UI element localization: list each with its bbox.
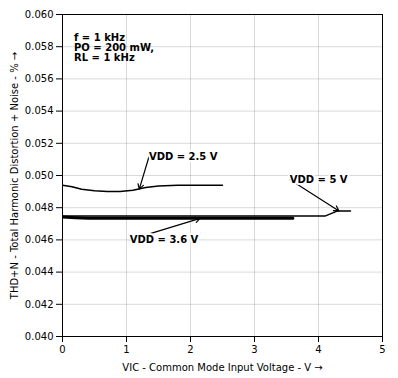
svg-text:0.054: 0.054 bbox=[25, 105, 54, 116]
svg-text:0.050: 0.050 bbox=[25, 170, 54, 181]
svg-text:VDD = 3.6 V: VDD = 3.6 V bbox=[130, 234, 199, 245]
svg-text:0.060: 0.060 bbox=[25, 9, 54, 20]
svg-text:3: 3 bbox=[251, 344, 257, 355]
svg-text:0.040: 0.040 bbox=[25, 331, 54, 342]
svg-text:THD+N - Total Harmonic Distort: THD+N - Total Harmonic Distortion + Nois… bbox=[9, 52, 20, 300]
svg-text:4: 4 bbox=[315, 344, 321, 355]
svg-text:f = 1 kHzPO = 200 mW,RL = 1 kH: f = 1 kHzPO = 200 mW,RL = 1 kHz bbox=[74, 32, 154, 63]
svg-text:0.052: 0.052 bbox=[25, 138, 54, 149]
svg-text:0.046: 0.046 bbox=[25, 234, 54, 245]
svg-text:VIC - Common Mode Input Voltag: VIC - Common Mode Input Voltage - V → bbox=[122, 362, 322, 373]
svg-text:0: 0 bbox=[59, 344, 65, 355]
svg-text:0.056: 0.056 bbox=[25, 73, 54, 84]
svg-text:5: 5 bbox=[379, 344, 385, 355]
svg-text:0.048: 0.048 bbox=[25, 202, 54, 213]
svg-text:0.058: 0.058 bbox=[25, 41, 54, 52]
svg-text:1: 1 bbox=[123, 344, 129, 355]
svg-text:0.042: 0.042 bbox=[25, 299, 54, 310]
svg-text:VDD = 2.5 V: VDD = 2.5 V bbox=[149, 151, 218, 162]
svg-text:0.044: 0.044 bbox=[25, 266, 54, 277]
svg-text:VDD = 5 V: VDD = 5 V bbox=[290, 174, 348, 185]
svg-text:2: 2 bbox=[187, 344, 193, 355]
